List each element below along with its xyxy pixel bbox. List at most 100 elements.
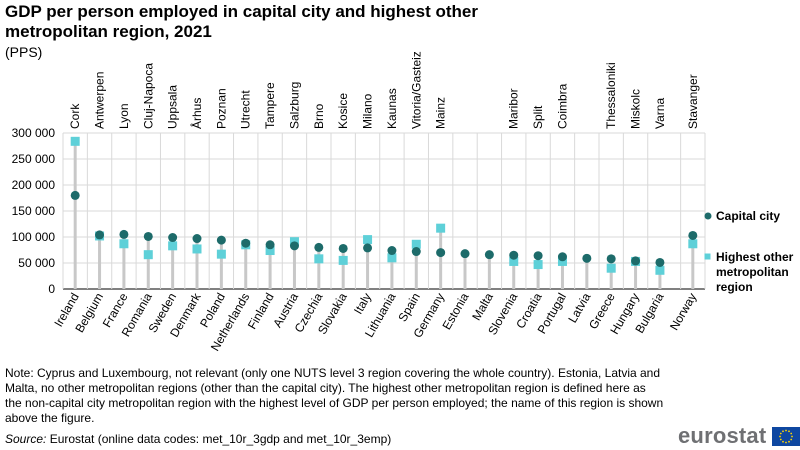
- y-tick-label: 50 000: [18, 256, 55, 270]
- region-label: Brno: [312, 103, 326, 129]
- footnote: Note: Cyprus and Luxembourg, not relevan…: [5, 366, 664, 425]
- other-region-marker: [265, 246, 275, 256]
- source-label: Source:: [5, 432, 47, 446]
- flag-star: [790, 432, 793, 434]
- capital-city-marker: [606, 254, 616, 264]
- capital-city-marker: [363, 243, 373, 253]
- region-label: Poznan: [214, 88, 228, 129]
- region-label: Coimbra: [555, 83, 569, 129]
- y-tick-label: 150 000: [12, 204, 56, 218]
- region-label: Utrecht: [239, 90, 253, 129]
- other-region-marker: [557, 256, 567, 266]
- other-region-marker: [216, 249, 226, 259]
- region-label: Split: [531, 105, 545, 129]
- capital-city-marker: [338, 243, 348, 253]
- region-label: Kosice: [336, 93, 350, 129]
- region-label: Miskolc: [629, 89, 643, 129]
- region-label: Maribor: [507, 88, 521, 129]
- flag-star: [782, 440, 785, 443]
- other-region-marker: [655, 265, 665, 275]
- capital-city-marker: [655, 257, 665, 267]
- capital-city-marker: [314, 242, 324, 252]
- capital-city-marker: [631, 256, 641, 266]
- logo-wordmark: eurostat: [678, 423, 767, 448]
- flag-star: [780, 438, 783, 440]
- capital-city-marker: [241, 238, 251, 248]
- flag-star: [791, 435, 794, 437]
- region-label: Kaunas: [385, 88, 399, 129]
- other-region-marker: [338, 255, 348, 265]
- flag-star: [785, 429, 788, 431]
- capital-city-marker: [192, 234, 202, 244]
- source-line: Source: Eurostat (online data codes: met…: [5, 432, 391, 446]
- region-label: Thessaloniki: [604, 62, 618, 129]
- other-region-marker: [411, 239, 421, 249]
- other-region-marker: [509, 256, 519, 266]
- capital-city-marker: [688, 230, 698, 240]
- legend: Capital city Highest other metropolitan re…: [704, 209, 794, 294]
- y-tick-label: 0: [48, 282, 55, 296]
- capital-city-marker: [143, 231, 153, 241]
- capital-city-marker: [70, 190, 80, 200]
- region-label: Lyon: [117, 103, 131, 129]
- other-region-marker: [192, 244, 202, 254]
- other-region-marker: [143, 250, 153, 260]
- capital-city-marker: [557, 252, 567, 262]
- legend-capital-marker: [704, 212, 712, 220]
- grid-lines: [62, 132, 706, 290]
- stems: [73, 141, 695, 289]
- region-label: Århus: [189, 98, 204, 129]
- chart-area: 0 50 000 100 000 150 000 200 000 250 000 300 0…: [12, 51, 794, 354]
- legend-other-marker: [704, 253, 711, 260]
- capital-city-marker: [387, 246, 397, 256]
- eu-flag-icon: [772, 426, 800, 446]
- flag-star: [788, 429, 791, 432]
- other-region-marker: [314, 254, 324, 264]
- other-region-marker: [363, 235, 373, 245]
- region-label: Cluj-Napoca: [141, 63, 155, 129]
- capital-city-marker: [460, 249, 470, 259]
- flag-star: [779, 435, 782, 437]
- y-tick-label: 250 000: [12, 152, 56, 166]
- other-region-marker: [70, 136, 80, 146]
- capital-city-marker: [168, 233, 178, 243]
- region-label: Stavanger: [686, 74, 700, 129]
- flag-star: [782, 429, 785, 432]
- y-axis: 0 50 000 100 000 150 000 200 000 250 000 300 0…: [12, 126, 56, 296]
- capital-city-marker: [216, 235, 226, 245]
- legend-other-label: Highest other metropolitan region: [716, 250, 794, 294]
- x-axis: IrelandBelgiumFranceRomaniaSwedenDenmark…: [51, 290, 699, 354]
- capital-city-marker: [582, 253, 592, 263]
- source-text: Eurostat (online data codes: met_10r_3gd…: [46, 432, 392, 446]
- other-region-marker: [688, 239, 698, 249]
- region-label: Mainz: [434, 97, 448, 129]
- region-label: Uppsala: [166, 85, 180, 129]
- legend-capital-label: Capital city: [716, 209, 780, 223]
- chart-title: GDP per person employed in capital city …: [5, 2, 478, 41]
- flag-star: [788, 440, 791, 443]
- region-label: Cork: [68, 103, 82, 129]
- capital-city-marker: [509, 250, 519, 260]
- chart-unit: (PPS): [5, 44, 43, 60]
- flag-star: [790, 438, 793, 440]
- region-label: Salzburg: [287, 82, 301, 129]
- capital-city-marker: [119, 229, 129, 239]
- capital-city-marker: [411, 247, 421, 257]
- region-label: Tampere: [263, 82, 277, 129]
- region-label: Milano: [361, 93, 375, 129]
- region-label: Antwerpen: [93, 72, 107, 129]
- other-region-marker: [533, 260, 543, 270]
- capital-city-marker: [289, 241, 299, 251]
- markers: [70, 136, 698, 275]
- other-region-marker: [387, 253, 397, 263]
- region-label: Varna: [653, 98, 667, 129]
- y-tick-label: 100 000: [12, 230, 56, 244]
- y-tick-label: 300 000: [12, 126, 56, 140]
- eurostat-logo: eurostat: [678, 423, 800, 449]
- capital-city-marker: [265, 240, 275, 250]
- other-region-marker: [168, 241, 178, 251]
- other-region-marker: [119, 239, 129, 249]
- region-label: Vitoria/Gasteiz: [409, 51, 423, 129]
- x-tick-label: Italy: [351, 291, 374, 317]
- capital-city-marker: [436, 248, 446, 258]
